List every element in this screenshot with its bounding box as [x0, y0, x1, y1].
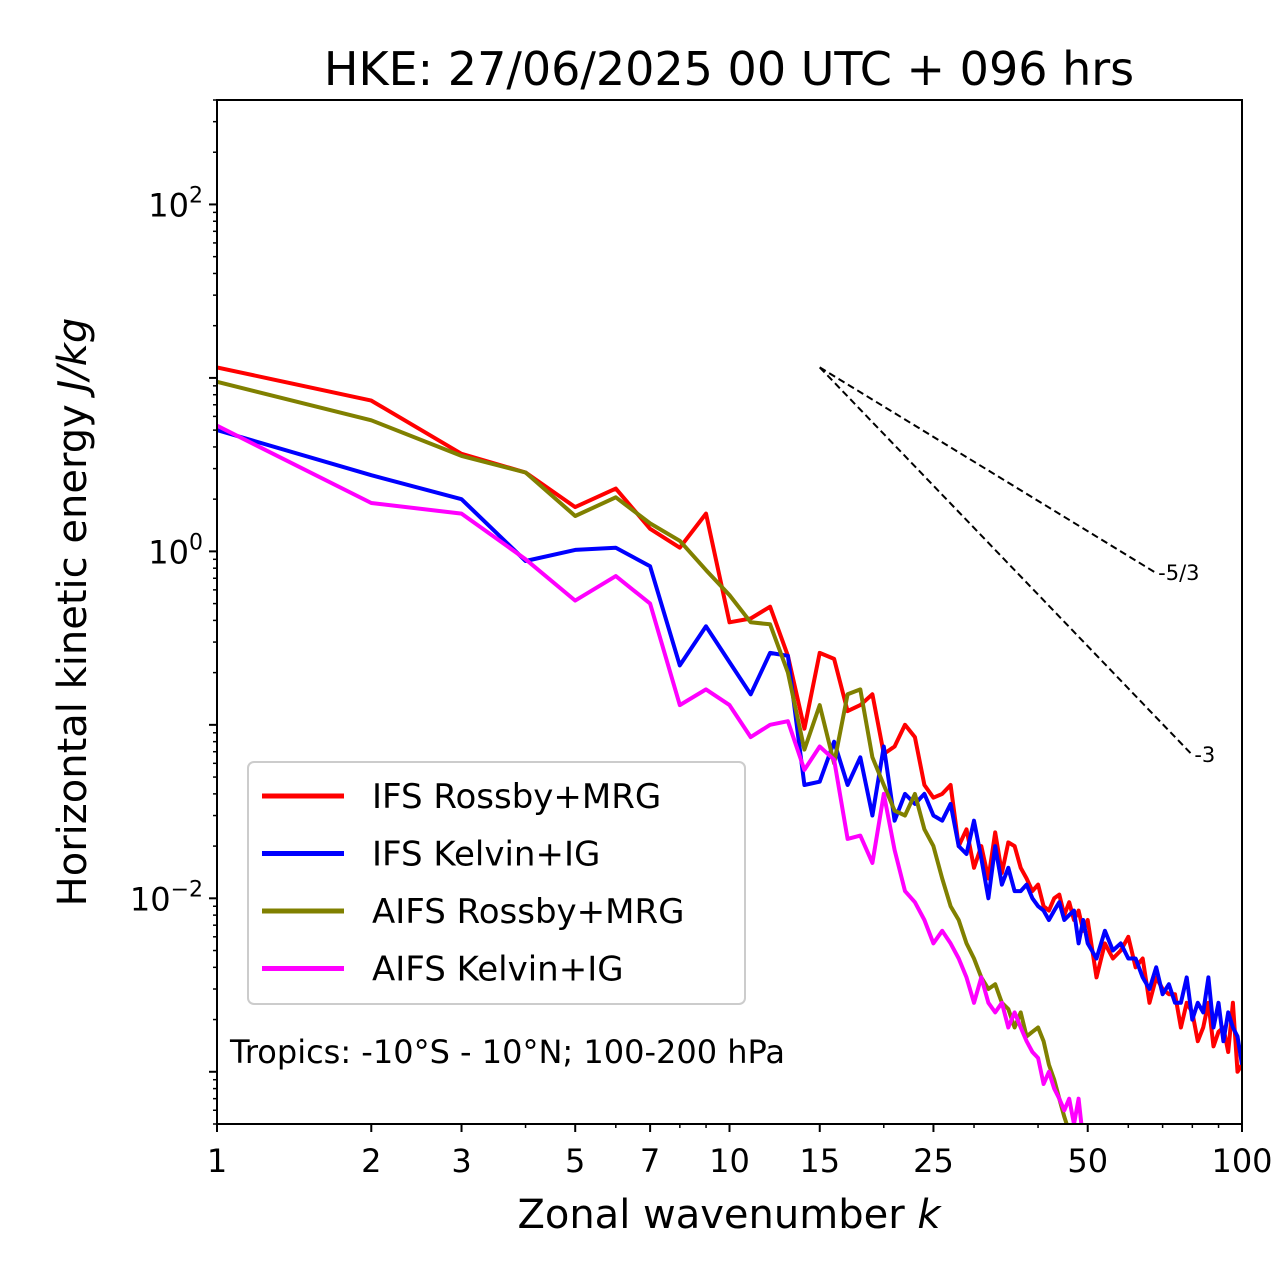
region-annotation: Tropics: -10°S - 10°N; 100-200 hPa [229, 1033, 785, 1071]
x-tick-label: 100 [1211, 1142, 1272, 1180]
y-axis-label: Horizontal kinetic energy J/kg [50, 318, 96, 907]
slope-line-2 [819, 366, 1194, 756]
legend: IFS Rossby+MRG IFS Kelvin+IG AIFS Rossby+M… [247, 761, 746, 1005]
series-line-3 [217, 379, 1069, 1124]
x-axis-label: Zonal wavenumber k [517, 1192, 942, 1238]
series-line-4 [217, 423, 1084, 1124]
legend-label-2: IFS Kelvin+IG [372, 835, 600, 875]
legend-label-4: AIFS Kelvin+IG [372, 950, 624, 990]
x-tick-label: 5 [565, 1142, 585, 1180]
x-tick-label: 10 [709, 1142, 750, 1180]
legend-label-1: IFS Rossby+MRG [372, 777, 661, 817]
reference-slopes: -5/3 -3 [819, 366, 1215, 767]
plot-area [217, 365, 1242, 1124]
x-tick-label: 25 [913, 1142, 954, 1180]
x-tick-label: 50 [1067, 1142, 1108, 1180]
y-axis-label-text: Horizontal kinetic energy [50, 404, 96, 906]
legend-box [247, 761, 746, 1005]
y-tick-label: 100 [148, 530, 203, 571]
legend-label-3: AIFS Rossby+MRG [372, 892, 684, 932]
x-tick-label: 7 [640, 1142, 660, 1180]
x-tick-label: 1 [207, 1142, 227, 1180]
slope-label-1: -5/3 [1158, 561, 1199, 585]
x-axis-label-text: Zonal wavenumber [517, 1192, 905, 1238]
y-tick-label: 10−2 [130, 877, 203, 918]
y-tick-label: 102 [148, 183, 203, 224]
chart-title: HKE: 27/06/2025 00 UTC + 096 hrs [324, 42, 1134, 96]
x-axis-ticks: 1 2 3 5 7 10 15 25 50 100 [207, 1124, 1273, 1180]
x-axis-label-var: k [917, 1192, 942, 1238]
x-tick-label: 3 [451, 1142, 471, 1180]
y-axis-ticks: 102 100 10−2 [130, 99, 217, 1125]
series-line-1 [217, 365, 1242, 1074]
x-tick-label: 2 [361, 1142, 381, 1180]
y-axis-label-unit: J/kg [50, 318, 96, 399]
slope-label-2: -3 [1194, 743, 1215, 767]
x-tick-label: 15 [799, 1142, 840, 1180]
